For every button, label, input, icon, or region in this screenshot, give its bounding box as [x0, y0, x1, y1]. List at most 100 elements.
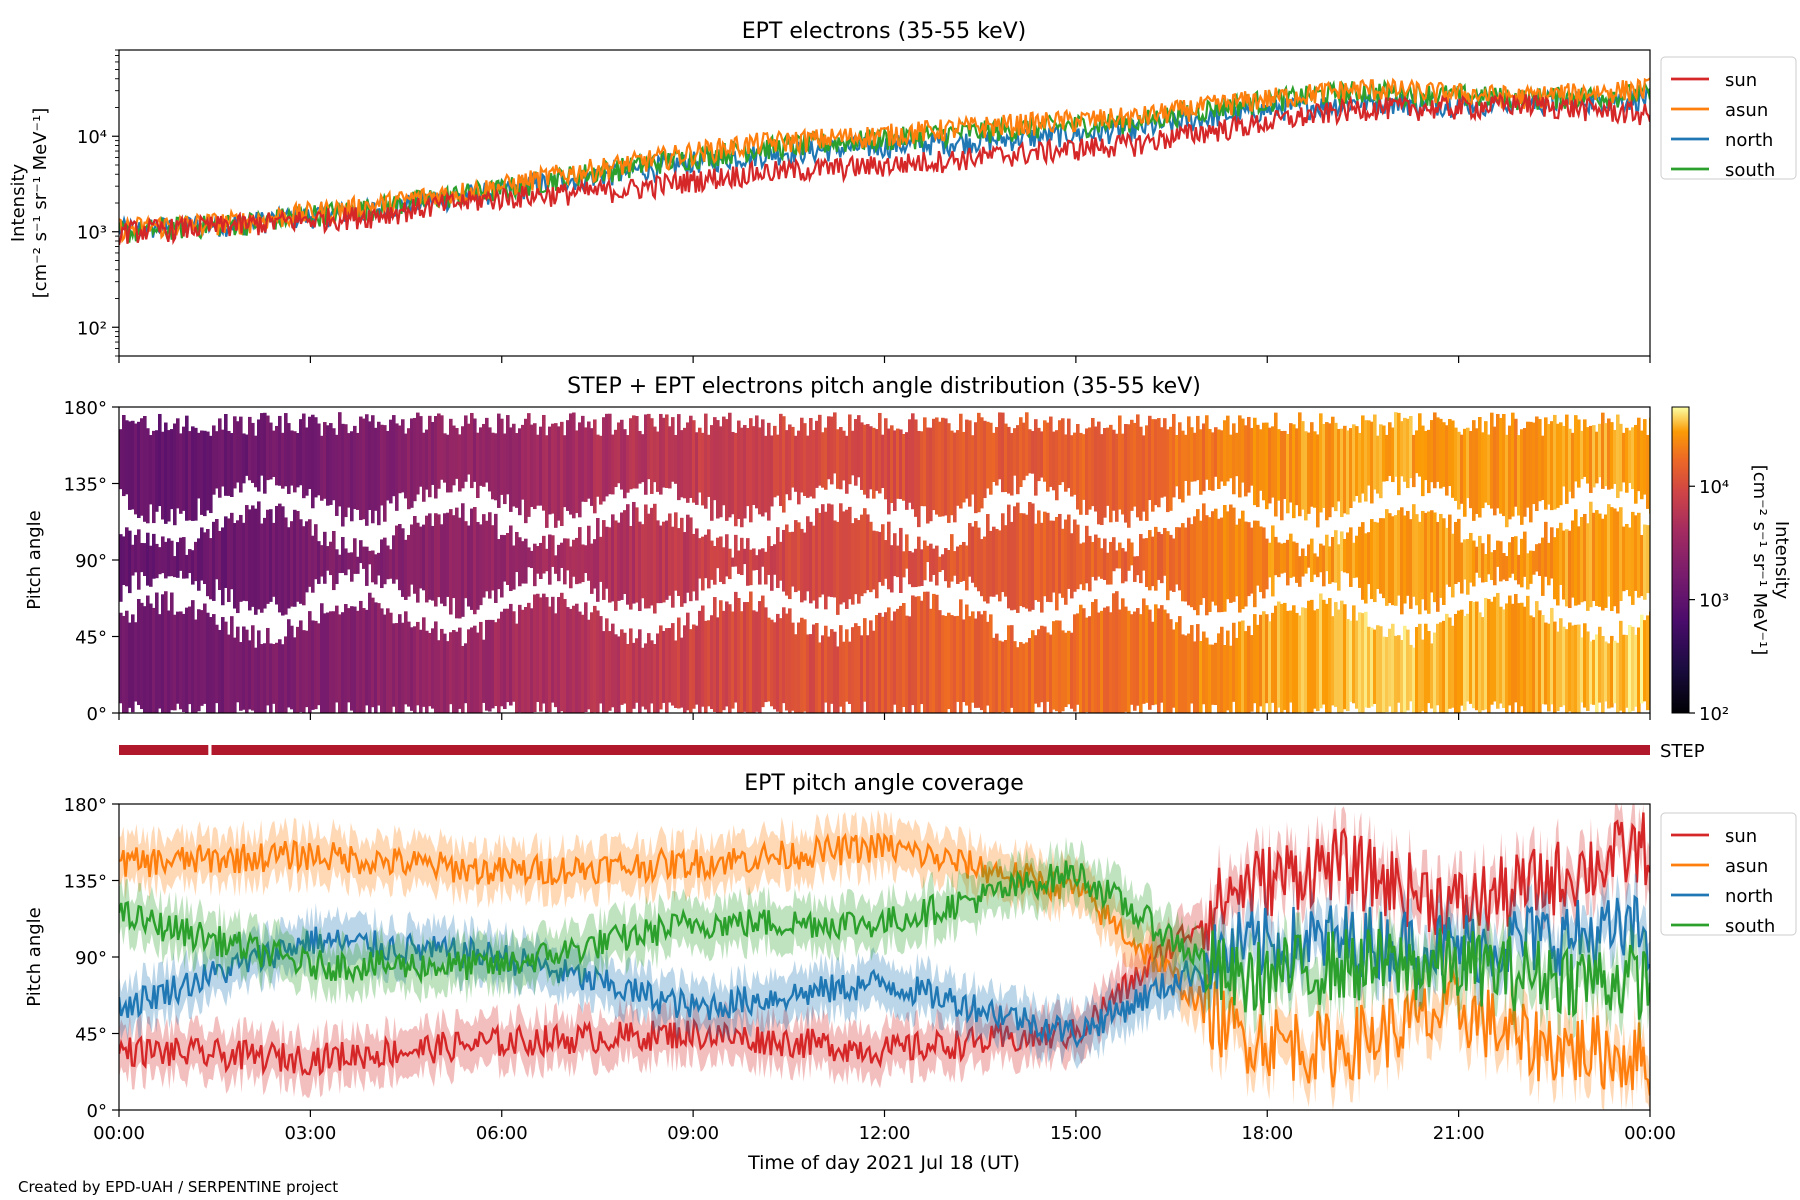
heatmap-cell	[1613, 640, 1617, 704]
heatmap-cell	[281, 432, 285, 489]
heatmap-cell	[1547, 424, 1551, 505]
heatmap-cell	[974, 618, 978, 708]
heatmap-cell	[953, 432, 957, 523]
heatmap-cell	[1568, 530, 1572, 609]
heatmap-cell	[1127, 610, 1131, 713]
heatmap-cell	[1514, 418, 1518, 507]
heatmap-cell	[578, 527, 582, 584]
heatmap-cell	[227, 430, 231, 496]
heatmap-cell	[1082, 542, 1086, 591]
heatmap-cell	[497, 413, 501, 508]
heatmap-cell	[728, 412, 732, 518]
heatmap-cell	[1121, 548, 1125, 584]
heatmap-cell	[965, 419, 969, 499]
heatmap-cell	[1133, 556, 1137, 582]
heatmap-cell	[401, 622, 405, 713]
heatmap-cell	[737, 598, 741, 713]
heatmap-cell	[1484, 554, 1488, 582]
heatmap-cell	[200, 610, 204, 706]
heatmap-cell	[809, 418, 813, 497]
heatmap-cell	[341, 537, 345, 573]
heatmap-cell	[635, 507, 639, 603]
heatmap-cell	[1514, 536, 1518, 581]
heatmap-cell	[1037, 427, 1041, 482]
heatmap-cell	[1493, 596, 1497, 702]
heatmap-cell	[1313, 431, 1317, 508]
heatmap-cell	[1283, 602, 1287, 710]
colorbar-label-line2: [cm⁻² s⁻¹ sr⁻¹ MeV⁻¹]	[1749, 465, 1770, 656]
heatmap-cell	[767, 536, 771, 575]
heatmap-cell	[521, 424, 525, 500]
heatmap-cell	[158, 547, 162, 575]
heatmap-cell	[773, 622, 777, 710]
heatmap-cell	[449, 632, 453, 705]
heatmap-cell	[377, 603, 381, 706]
series-line-north	[119, 894, 1650, 1049]
heatmap-cell	[950, 534, 954, 582]
heatmap-cell	[899, 429, 903, 500]
heatmap-cell	[764, 435, 768, 513]
heatmap-cell	[1199, 429, 1203, 495]
heatmap-cell	[974, 521, 978, 588]
legend-label-sun: sun	[1725, 826, 1757, 847]
heatmap-cell	[917, 430, 921, 528]
heatmap-cell	[1460, 434, 1464, 504]
heatmap-cell	[179, 433, 183, 514]
heatmap-cell	[1427, 429, 1431, 494]
heatmap-cell	[176, 418, 180, 509]
heatmap-cell	[959, 413, 963, 509]
heatmap-cell	[1406, 510, 1410, 596]
heatmap-cell	[350, 431, 354, 522]
heatmap-cell	[1301, 548, 1305, 577]
colorbar-tick-label: 10⁴	[1699, 477, 1729, 498]
heatmap-cell	[224, 516, 228, 588]
heatmap-cell	[356, 556, 360, 574]
heatmap-cell	[416, 522, 420, 603]
heatmap-cell	[1616, 642, 1620, 713]
heatmap-cell	[1532, 617, 1536, 713]
heatmap-cell	[230, 616, 234, 713]
heatmap-cell	[590, 612, 594, 713]
heatmap-cell	[338, 614, 342, 713]
heatmap-cell	[1028, 502, 1032, 612]
heatmap-cell	[1163, 609, 1167, 713]
heatmap-cell	[200, 527, 204, 581]
heatmap-cell	[1154, 419, 1158, 506]
heatmap-cell	[884, 612, 888, 713]
heatmap-cell	[857, 415, 861, 478]
heatmap-cell	[557, 544, 561, 582]
heatmap-cell	[260, 644, 264, 713]
heatmap-cell	[926, 591, 930, 713]
heatmap-cell	[815, 623, 819, 713]
heatmap-cell	[1613, 429, 1617, 484]
heatmap-cell	[1622, 526, 1626, 592]
heatmap-cell	[719, 600, 723, 713]
heatmap-cell	[767, 422, 771, 521]
heatmap-cell	[800, 528, 804, 603]
heatmap-cell	[134, 622, 138, 702]
heatmap-cell	[1094, 599, 1098, 713]
heatmap-cell	[236, 626, 240, 703]
heatmap-cell	[845, 435, 849, 494]
heatmap-cell	[320, 545, 324, 577]
heatmap-cell	[1172, 629, 1176, 708]
heatmap-cell	[866, 635, 870, 713]
heatmap-cell	[698, 538, 702, 579]
heatmap-cell	[1160, 534, 1164, 584]
heatmap-cell	[1547, 623, 1551, 712]
y-tick-label: 10³	[77, 223, 107, 244]
heatmap-cell	[1076, 524, 1080, 590]
heatmap-cell	[1184, 434, 1188, 481]
heatmap-cell	[632, 501, 636, 604]
heatmap-cell	[1541, 615, 1545, 705]
heatmap-cell	[431, 525, 435, 601]
heatmap-cell	[287, 527, 291, 609]
heatmap-cell	[1370, 421, 1374, 504]
heatmap-cell	[1478, 612, 1482, 713]
heatmap-cell	[833, 412, 837, 474]
heatmap-cell	[308, 416, 312, 490]
heatmap-cell	[1397, 412, 1401, 496]
heatmap-cell	[1331, 536, 1335, 583]
heatmap-cell	[161, 594, 165, 713]
heatmap-cell	[1586, 523, 1590, 611]
